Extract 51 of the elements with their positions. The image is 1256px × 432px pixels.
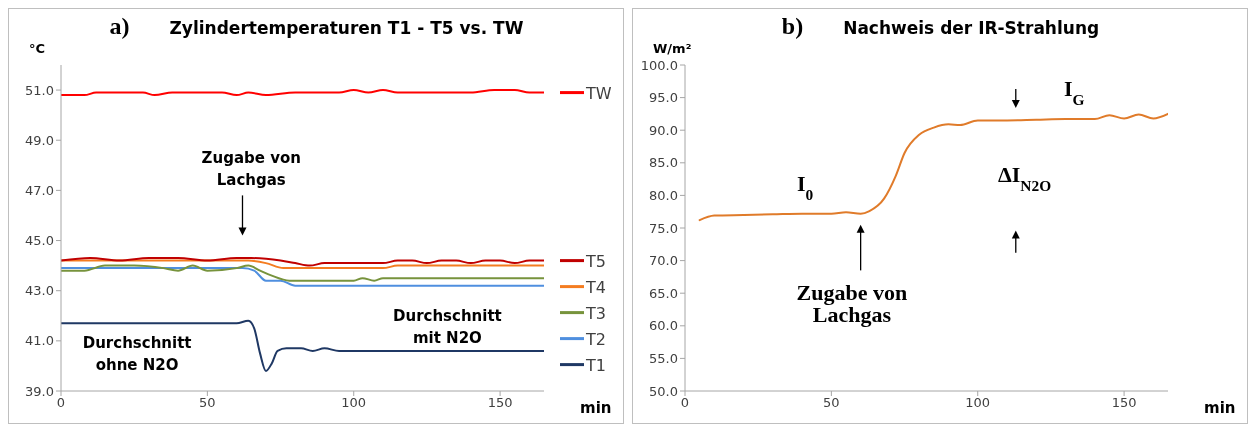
- x-tick-label: 0: [680, 395, 690, 411]
- y-tick-label: 60.0: [649, 318, 678, 334]
- y-tick-label: 43.0: [25, 283, 54, 299]
- y-tick-label: 65.0: [649, 285, 678, 301]
- annotation: I$_{G}$: [1064, 76, 1085, 108]
- y-tick-label: 41.0: [25, 333, 54, 349]
- y-tick-label: 50.0: [649, 383, 678, 399]
- chart-title: Zylindertemperaturen T1 - T5 vs. TW: [169, 18, 524, 38]
- legend-label: T4: [585, 277, 606, 297]
- y-tick-label: 49.0: [25, 132, 54, 148]
- y-tick-label: 85.0: [649, 155, 678, 171]
- y-tick-label: 100.0: [640, 57, 678, 73]
- line-series: [61, 264, 544, 282]
- annotation: I$_{0}$: [796, 170, 814, 203]
- annotation: Durchschnitt mit N2O: [393, 306, 502, 347]
- y-tick-label: 39.0: [25, 383, 54, 399]
- y-tick-label: 45.0: [25, 233, 54, 249]
- line-series: [698, 112, 1168, 222]
- y-tick-label: 70.0: [649, 253, 678, 269]
- text: a): [109, 13, 130, 40]
- y-tick-label: 80.0: [649, 187, 678, 203]
- x-axis-title: min: [580, 399, 612, 417]
- x-tick-label: 150: [1111, 395, 1137, 411]
- x-tick-label: 100: [341, 395, 367, 411]
- x-axis-title: min: [1204, 399, 1236, 417]
- x-tick-label: 0: [56, 395, 66, 411]
- legend-label: T5: [585, 251, 606, 271]
- line-series: [61, 319, 544, 372]
- annotation: ΔI$_{N2O}$: [997, 161, 1052, 194]
- annotation: Zugabe von Lachgas: [201, 148, 301, 189]
- legend-label: TW: [585, 83, 612, 103]
- x-tick-label: 50: [199, 395, 216, 411]
- legend-label: T3: [585, 303, 606, 323]
- text: b): [781, 13, 804, 40]
- annotation: Zugabe von Lachgas: [796, 280, 908, 328]
- x-tick-label: 50: [823, 395, 840, 411]
- legend-label: T2: [585, 329, 606, 349]
- y-tick-label: 75.0: [649, 220, 678, 236]
- x-tick-label: 150: [487, 395, 513, 411]
- line-series: [61, 267, 544, 287]
- annotation: Durchschnitt ohne N2O: [82, 334, 192, 375]
- y-tick-label: 90.0: [649, 122, 678, 138]
- chart-title: Nachweis der IR-Strahlung: [843, 18, 1100, 38]
- legend-label: T1: [585, 355, 606, 375]
- y-tick-label: 55.0: [649, 350, 678, 366]
- y-tick-label: 47.0: [25, 182, 54, 198]
- x-tick-label: 100: [965, 395, 991, 411]
- y-tick-label: 95.0: [649, 90, 678, 106]
- y-tick-label: 51.0: [25, 82, 54, 98]
- y-axis-title: W/m²: [653, 41, 692, 56]
- y-axis-title: °C: [29, 41, 46, 56]
